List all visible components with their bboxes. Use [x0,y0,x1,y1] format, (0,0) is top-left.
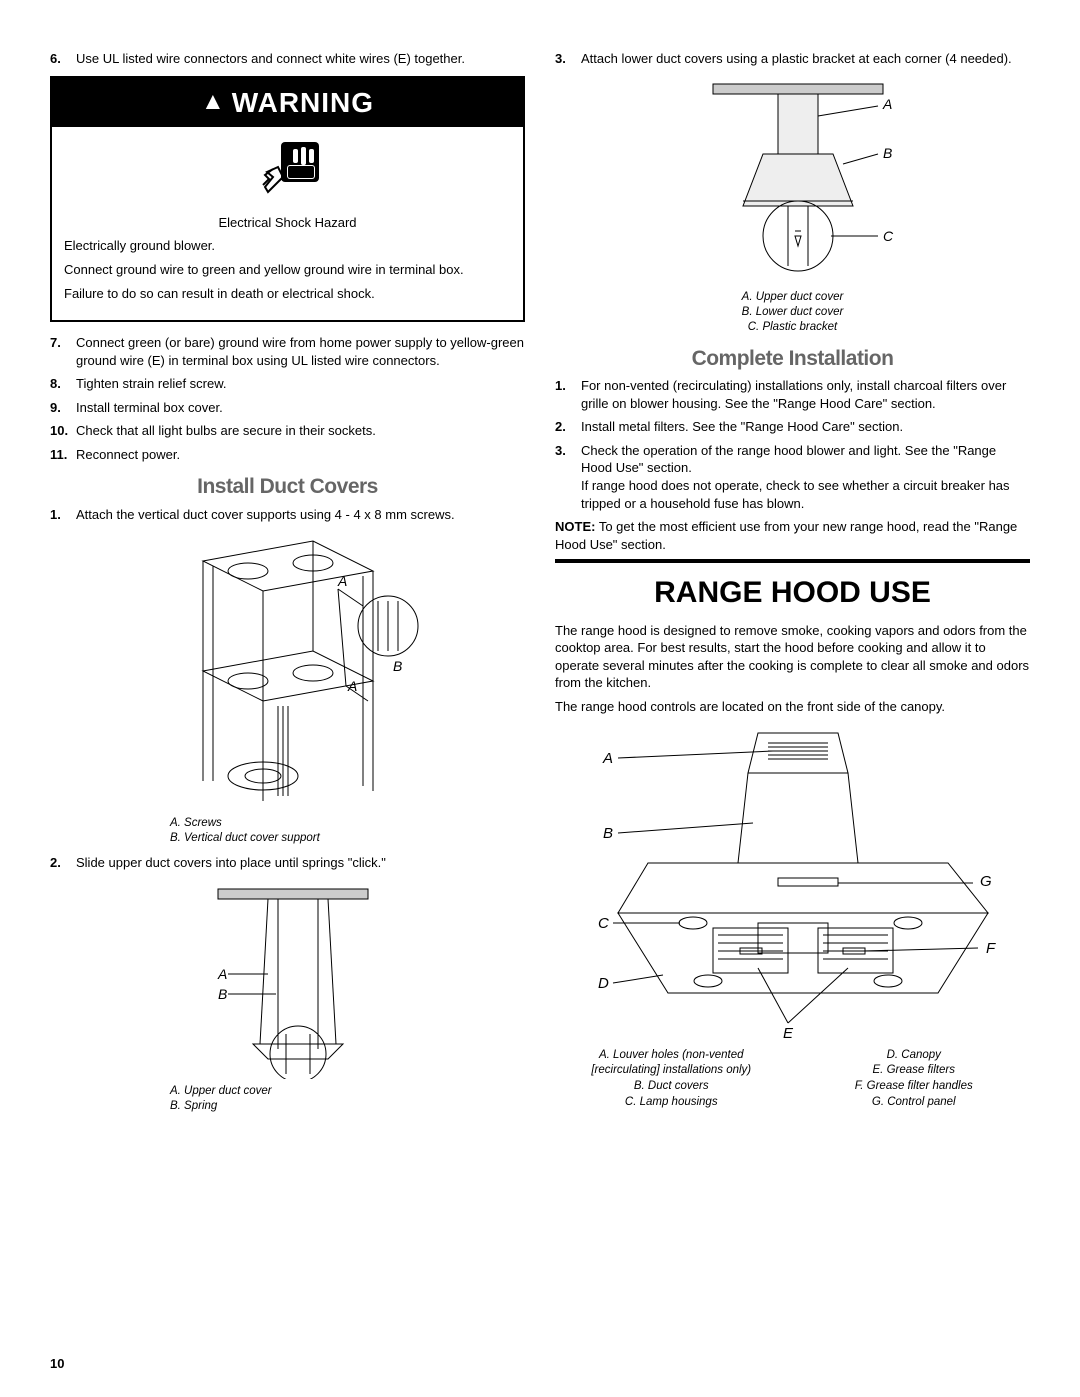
fig1-caption: A. Screws B. Vertical duct cover support [50,816,525,846]
step-10: 10.Check that all light bulbs are secure… [50,422,525,440]
step-text: Use UL listed wire connectors and connec… [76,50,525,68]
shock-icon [52,127,523,208]
page-number: 10 [50,1355,64,1373]
fig3-capA: A. Upper duct cover [555,290,1030,305]
warning-l3: Failure to do so can result in death or … [64,285,511,303]
left-column: 6. Use UL listed wire connectors and con… [50,50,525,1122]
note-line: NOTE: To get the most efficient use from… [555,518,1030,553]
fig4-G: G [980,873,992,890]
fig4-caption: A. Louver holes (non-vented [recirculati… [555,1048,1030,1110]
fig2-label-a: A [217,966,227,982]
rhu-p2: The range hood controls are located on t… [555,698,1030,716]
complete-steps: 1.For non-vented (recirculating) install… [555,377,1030,512]
step-7: 7.Connect green (or bare) ground wire fr… [50,334,525,369]
fig3-label-a: A [882,96,892,112]
fig1-label-a2: A [347,678,357,694]
step-11: 11.Reconnect power. [50,446,525,464]
warning-l2: Connect ground wire to green and yellow … [64,261,511,279]
r-step-3: 3.Attach lower duct covers using a plast… [555,50,1030,68]
note-text: To get the most efficient use from your … [555,519,1017,552]
figure-duct-supports: A A B A. Screws B. Vertical duct cover s… [50,531,525,845]
fig4-capE: E. Grease filters [808,1063,1021,1079]
warning-header: ▲ WARNING [52,78,523,128]
c-step-1: 1.For non-vented (recirculating) install… [555,377,1030,412]
warning-l1: Electrically ground blower. [64,237,511,255]
fig3-label-c: C [883,228,894,244]
complete-heading: Complete Installation [555,345,1030,373]
right-steps-top: 3.Attach lower duct covers using a plast… [555,50,1030,68]
fig2-capB: B. Spring [170,1099,525,1114]
fig4-capA: A. Louver holes (non-vented [recirculati… [565,1048,778,1079]
warning-body: Electrical Shock Hazard Electrically gro… [52,214,523,320]
fig3-capB: B. Lower duct cover [555,305,1030,320]
fig4-C: C [598,915,609,932]
range-hood-use-title: RANGE HOOD USE [555,559,1030,614]
duct-steps-2: 2.Slide upper duct covers into place unt… [50,854,525,872]
fig3-label-b: B [883,145,892,161]
fig1-capA: A. Screws [170,816,525,831]
fig4-capG: G. Control panel [808,1095,1021,1111]
fig4-A: A [602,750,613,767]
fig4-F: F [986,940,996,957]
fig1-capB: B. Vertical duct cover support [170,831,525,846]
page-columns: 6. Use UL listed wire connectors and con… [50,50,1030,1122]
fig2-caption: A. Upper duct cover B. Spring [50,1084,525,1114]
warning-box: ▲ WARNING Electrical Shock Hazard Electr… [50,76,525,323]
fig2-label-b: B [218,986,227,1002]
duct-step-1: 1.Attach the vertical duct cover support… [50,506,525,524]
note-label: NOTE: [555,519,595,534]
c3-text: Check the operation of the range hood bl… [581,443,996,476]
fig4-D: D [598,975,609,992]
right-column: 3.Attach lower duct covers using a plast… [555,50,1030,1122]
duct-step-2: 2.Slide upper duct covers into place unt… [50,854,525,872]
fig3-capC: C. Plastic bracket [555,320,1030,335]
fig4-capB: B. Duct covers [565,1079,778,1095]
fig4-E: E [783,1025,794,1042]
step-8: 8.Tighten strain relief screw. [50,375,525,393]
rhu-p1: The range hood is designed to remove smo… [555,622,1030,692]
fig3-caption: A. Upper duct cover B. Lower duct cover … [555,290,1030,335]
fig4-capF: F. Grease filter handles [808,1079,1021,1095]
fig4-B: B [603,825,613,842]
figure-lower-duct: A B C A. Upper duct cover B. Lower duct … [555,76,1030,335]
warning-triangle-icon: ▲ [201,86,226,118]
figure-hood-parts: A B C D E F G A. Louver holes (non-vente… [555,723,1030,1110]
warning-title: WARNING [232,84,374,122]
step-9: 9.Install terminal box cover. [50,399,525,417]
left-steps-top: 6. Use UL listed wire connectors and con… [50,50,525,68]
c-step-3: 3. Check the operation of the range hood… [555,442,1030,512]
step-num: 6. [50,50,76,68]
fig4-capC: C. Lamp housings [565,1095,778,1111]
c-step-2: 2.Install metal filters. See the "Range … [555,418,1030,436]
fig1-label-a: A [337,573,347,589]
fig2-capA: A. Upper duct cover [170,1084,525,1099]
duct-steps: 1.Attach the vertical duct cover support… [50,506,525,524]
left-steps-mid: 7.Connect green (or bare) ground wire fr… [50,334,525,463]
fig1-label-b: B [393,658,402,674]
figure-upper-duct: A B A. Upper duct cover B. Spring [50,879,525,1113]
fig4-capD: D. Canopy [808,1048,1021,1064]
c3b-text: If range hood does not operate, check to… [581,478,1010,511]
warning-hazard: Electrical Shock Hazard [64,214,511,232]
install-duct-heading: Install Duct Covers [50,473,525,501]
step-6: 6. Use UL listed wire connectors and con… [50,50,525,68]
